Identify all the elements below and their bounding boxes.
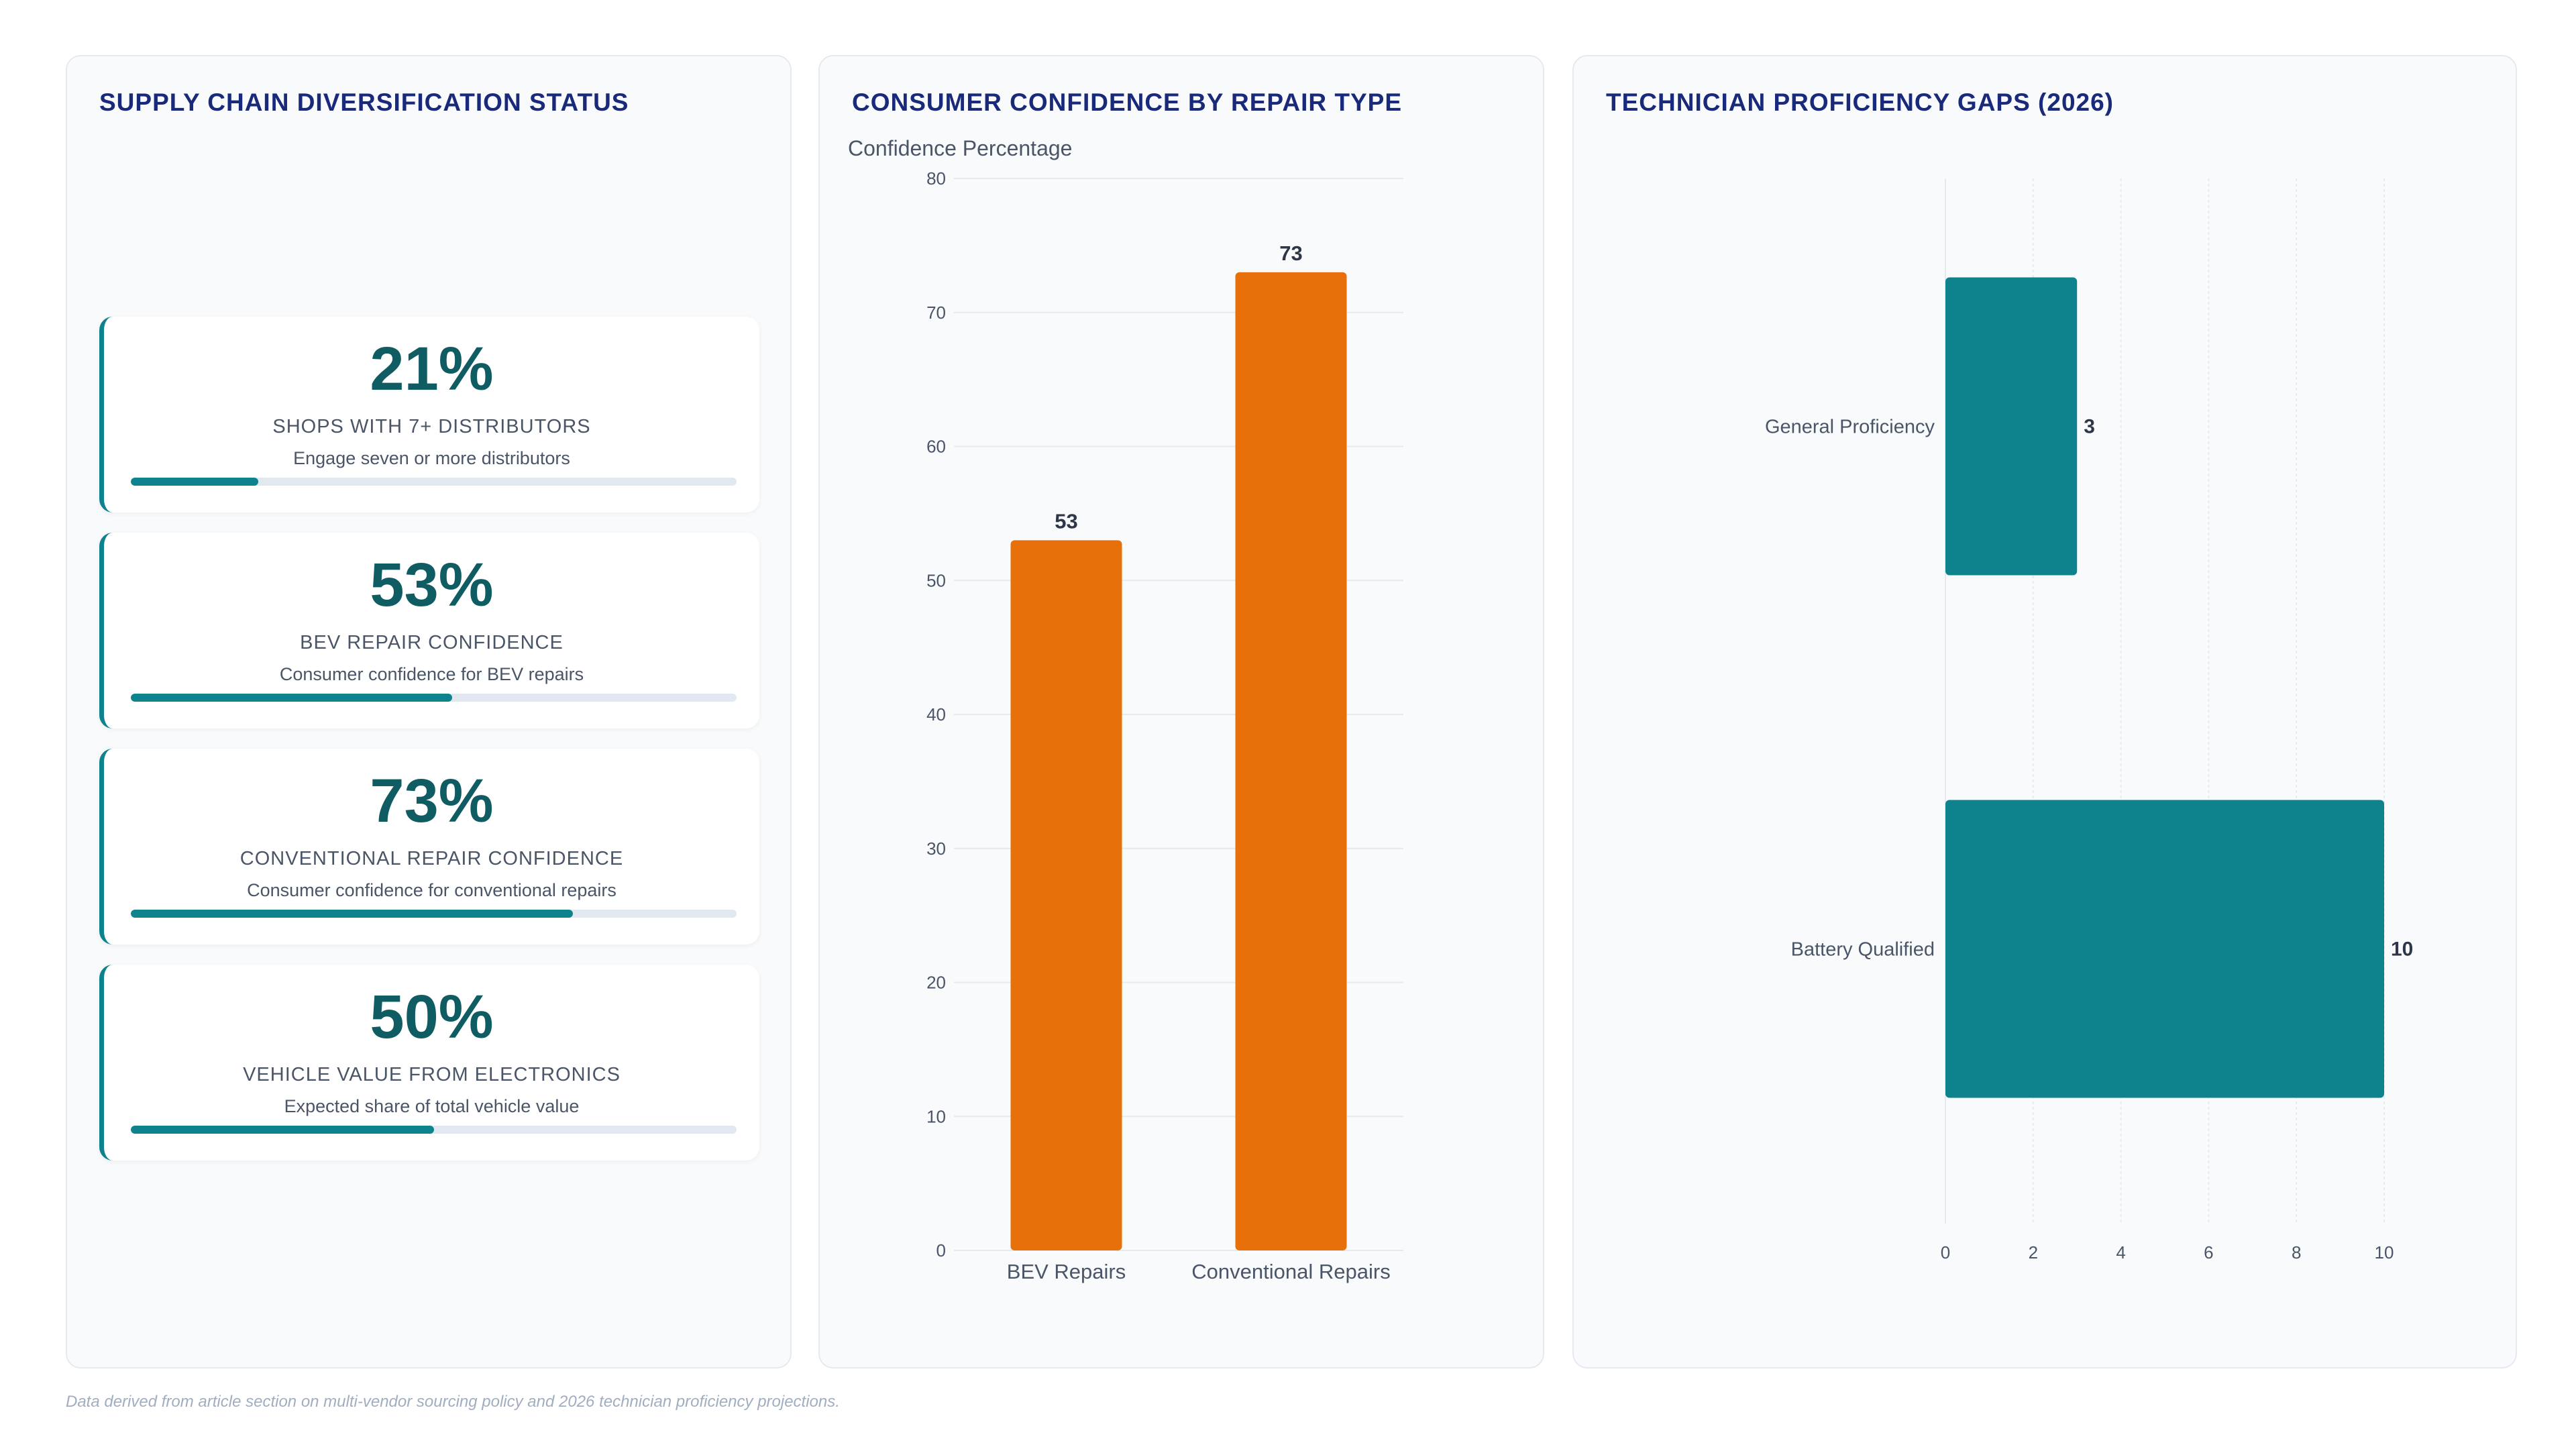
y-tick-label: 30	[926, 839, 946, 859]
x-tick-label: 6	[2204, 1242, 2213, 1263]
kpi-label: BEV REPAIR CONFIDENCE	[300, 632, 564, 653]
footnote: Data derived from article section on mul…	[66, 1393, 840, 1411]
confidence-bar-chart: Confidence Percentage 0 10 20 30 40 50 60 70 80 53…	[848, 136, 1403, 1283]
y-tick-label: 60	[926, 437, 946, 457]
x-tick-label: Conventional Repairs	[1191, 1260, 1390, 1283]
kpi-value: 73%	[370, 767, 494, 835]
panel-title: TECHNICIAN PROFICIENCY GAPS (2026)	[1606, 89, 2114, 116]
kpi-value: 53%	[370, 551, 494, 619]
supply-chain-panel: SUPPLY CHAIN DIVERSIFICATION STATUS 21% …	[66, 55, 792, 1368]
x-tick-label: 2	[2029, 1242, 2038, 1263]
bar-data-label: 73	[1279, 241, 1302, 265]
bar-data-label: 3	[2084, 416, 2095, 438]
kpi-card-distributors: 21% SHOPS WITH 7+ DISTRIBUTORS Engage se…	[99, 317, 759, 513]
bar-general-proficiency	[1945, 277, 2078, 576]
x-tick-label: 10	[2375, 1242, 2394, 1263]
x-tick-label: 0	[1941, 1242, 1950, 1263]
bar-conventional-repairs	[1235, 272, 1347, 1251]
kpi-progress-fill	[131, 910, 574, 918]
kpi-value: 21%	[370, 335, 494, 403]
kpi-progress-track	[131, 694, 737, 702]
bar-battery-qualified	[1945, 800, 2384, 1098]
kpi-card-conventional-confidence: 73% CONVENTIONAL REPAIR CONFIDENCE Consu…	[99, 749, 759, 945]
y-tick-label: 0	[936, 1240, 946, 1260]
kpi-progress-fill	[131, 1126, 434, 1134]
proficiency-bar-chart: 0 2 4 6 8 10 General Proficiency 3 Battery Quali…	[1765, 178, 2413, 1263]
y-tick-label: 50	[926, 570, 946, 590]
kpi-card-bev-confidence: 53% BEV REPAIR CONFIDENCE Consumer confi…	[99, 533, 759, 729]
bar-data-label: 53	[1055, 509, 1077, 533]
bar-bev-repairs	[1010, 540, 1122, 1251]
kpi-progress-track	[131, 1126, 737, 1134]
kpi-description: Engage seven or more distributors	[293, 448, 570, 468]
proficiency-panel: TECHNICIAN PROFICIENCY GAPS (2026) 0 2 4 6 8…	[1572, 55, 2517, 1368]
y-tick-label: 80	[926, 168, 946, 189]
kpi-progress-fill	[131, 694, 452, 702]
y-axis-label: Confidence Percentage	[848, 136, 1072, 160]
x-tick-label: 8	[2292, 1242, 2301, 1263]
kpi-card-electronics-value: 50% VEHICLE VALUE FROM ELECTRONICS Expec…	[99, 965, 759, 1161]
x-tick-label: BEV Repairs	[1007, 1260, 1126, 1283]
kpi-label: VEHICLE VALUE FROM ELECTRONICS	[243, 1064, 621, 1085]
panel-title: CONSUMER CONFIDENCE BY REPAIR TYPE	[852, 89, 1402, 116]
y-tick-label: 20	[926, 973, 946, 993]
kpi-label: SHOPS WITH 7+ DISTRIBUTORS	[272, 416, 591, 437]
kpi-progress-track	[131, 910, 737, 918]
kpi-label: CONVENTIONAL REPAIR CONFIDENCE	[239, 848, 624, 869]
y-tick-label: General Proficiency	[1765, 417, 1935, 438]
x-tick-label: 4	[2116, 1242, 2125, 1263]
y-tick-label: Battery Qualified	[1791, 939, 1935, 961]
consumer-confidence-panel: CONSUMER CONFIDENCE BY REPAIR TYPE Confi…	[818, 55, 1544, 1368]
bar-data-label: 10	[2391, 938, 2413, 961]
kpi-description: Expected share of total vehicle value	[284, 1096, 580, 1116]
kpi-progress-track	[131, 478, 737, 486]
kpi-value: 50%	[370, 983, 494, 1051]
y-tick-label: 70	[926, 303, 946, 323]
kpi-description: Consumer confidence for conventional rep…	[247, 880, 616, 900]
y-tick-label: 40	[926, 704, 946, 724]
kpi-description: Consumer confidence for BEV repairs	[279, 664, 584, 684]
y-tick-label: 10	[926, 1106, 946, 1126]
kpi-progress-fill	[131, 478, 258, 486]
panel-title: SUPPLY CHAIN DIVERSIFICATION STATUS	[99, 89, 629, 116]
